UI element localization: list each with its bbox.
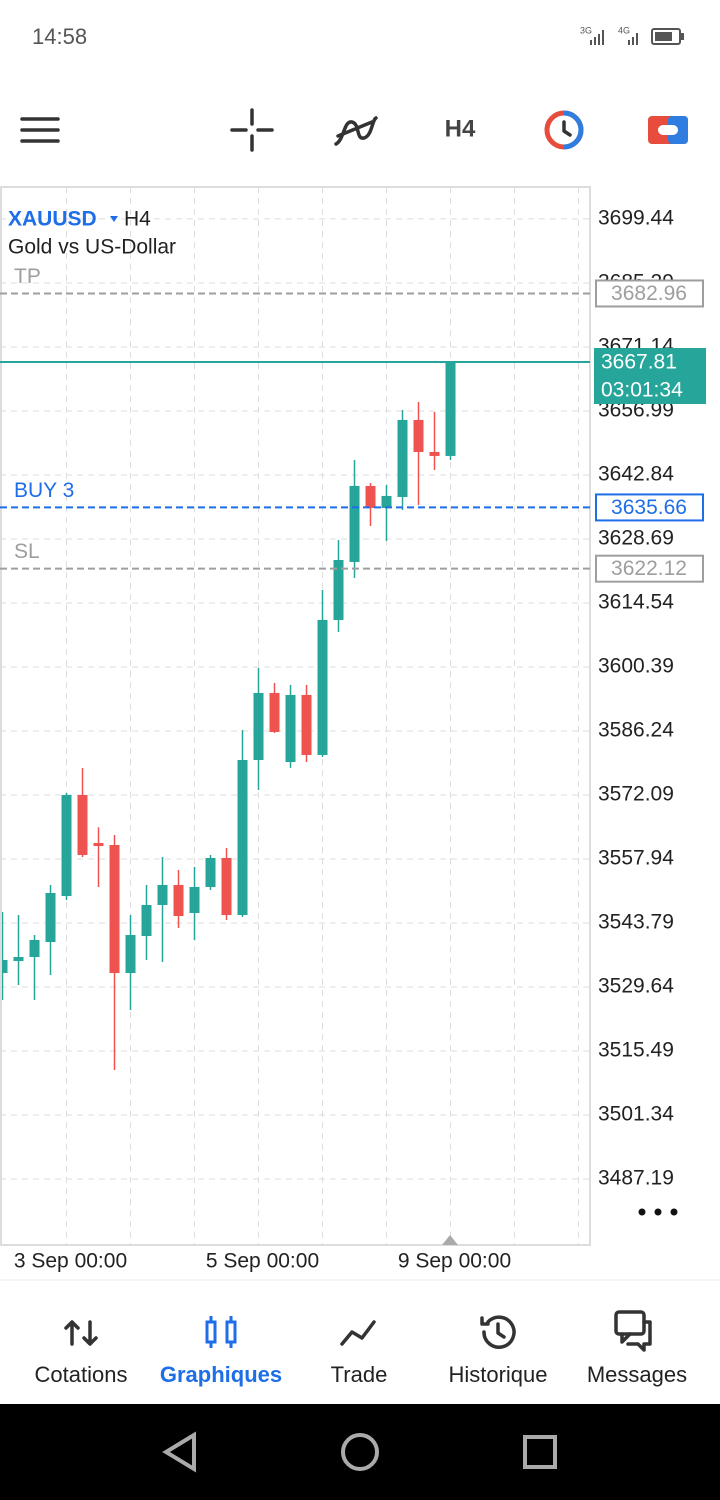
x-tick-label: 9 Sep 00:00: [398, 1250, 511, 1273]
nav-item[interactable]: Messages: [587, 1362, 687, 1387]
candle-body: [317, 619, 328, 755]
level-price: 3682.96: [611, 282, 687, 305]
candle-body: [221, 857, 232, 916]
last-price-box: [594, 348, 706, 405]
more-button[interactable]: [638, 1208, 678, 1216]
candle-body: [253, 692, 264, 761]
candle-body: [333, 559, 344, 620]
new-order-button[interactable]: [648, 116, 688, 144]
x-tick-label: 3 Sep 00:00: [14, 1250, 127, 1273]
level-label: TP: [14, 265, 41, 288]
y-tick-label: 3628.69: [598, 527, 674, 550]
network: 3G: [580, 25, 592, 35]
crosshair-button[interactable]: [230, 108, 274, 152]
nav-item[interactable]: Historique: [448, 1362, 547, 1387]
y-tick-label: 3572.09: [598, 783, 674, 806]
level-price: 3622.12: [611, 557, 687, 580]
y-tick-label: 3501.34: [598, 1103, 674, 1126]
candle-body: [413, 419, 424, 452]
y-tick-label: 3699.44: [598, 206, 674, 229]
candle-body: [285, 694, 296, 763]
system-nav: [0, 1404, 720, 1500]
symbol-dropdown[interactable]: [110, 216, 118, 222]
y-tick-label: 3656.99: [598, 398, 674, 421]
y-tick-label: 3543.79: [598, 911, 674, 934]
candle-body: [445, 362, 456, 456]
bar-timer: 03:01:34: [601, 379, 683, 402]
y-tick-label: 3642.84: [598, 463, 674, 486]
candle-body: [2, 959, 8, 974]
scroll-marker: [442, 1235, 458, 1245]
y-tick-label: 3557.94: [598, 847, 674, 870]
level-price-box: [595, 554, 704, 583]
network: 4G: [618, 25, 630, 35]
candle-body: [141, 904, 152, 937]
nav-item[interactable]: Cotations: [35, 1362, 128, 1387]
level-price-box: [595, 279, 704, 308]
chart-frame: [0, 186, 591, 1246]
candle-body: [173, 884, 184, 917]
indicators-button[interactable]: [334, 116, 378, 146]
candle-body: [301, 694, 312, 755]
candle-body: [29, 939, 40, 958]
candle-body: [61, 794, 72, 896]
candle-body: [365, 485, 376, 508]
y-tick-label: 3600.39: [598, 655, 674, 678]
signal-icons: [590, 28, 684, 45]
x-tick-label: 5 Sep 00:00: [206, 1250, 319, 1273]
clock: 14:58: [32, 24, 87, 49]
candle-body: [429, 451, 440, 456]
y-tick-label: 3614.54: [598, 591, 674, 614]
y-tick-label: 3586.24: [598, 719, 674, 742]
y-tick-label: 3515.49: [598, 1039, 674, 1062]
home-button[interactable]: [341, 1433, 379, 1471]
nav-item[interactable]: Trade: [331, 1362, 388, 1387]
candle-body: [397, 419, 408, 497]
candle-body: [349, 485, 360, 562]
candle-body: [269, 692, 280, 732]
candle-body: [77, 794, 88, 856]
level-label: SL: [14, 540, 40, 563]
chart-timeframe: H4: [124, 208, 151, 231]
candle-body: [205, 857, 216, 887]
y-tick-label: 3487.19: [598, 1167, 674, 1190]
level-price: 3635.66: [611, 496, 687, 519]
candle-body: [109, 845, 120, 974]
symbol-description: Gold vs US-Dollar: [8, 236, 176, 259]
symbol[interactable]: XAUUSD: [8, 208, 97, 231]
candle-body: [189, 886, 200, 913]
candle-body: [381, 495, 392, 508]
candle-body: [45, 892, 56, 943]
y-tick-label: 3529.64: [598, 975, 674, 998]
menu-button[interactable]: [20, 117, 60, 143]
candle-body: [93, 843, 104, 846]
last-price: 3667.81: [601, 351, 677, 374]
nav-item[interactable]: Graphiques: [160, 1362, 282, 1387]
timeframe-button[interactable]: H4: [445, 115, 476, 142]
candle-body: [237, 760, 248, 916]
trade-clock-button[interactable]: [544, 110, 584, 150]
candle-body: [157, 884, 168, 905]
candle-body: [13, 957, 24, 962]
back-button[interactable]: [162, 1431, 196, 1473]
level-price-box: [595, 493, 704, 522]
candle-body: [125, 935, 136, 974]
recents-button[interactable]: [523, 1435, 557, 1469]
level-label: BUY 3: [14, 479, 74, 502]
